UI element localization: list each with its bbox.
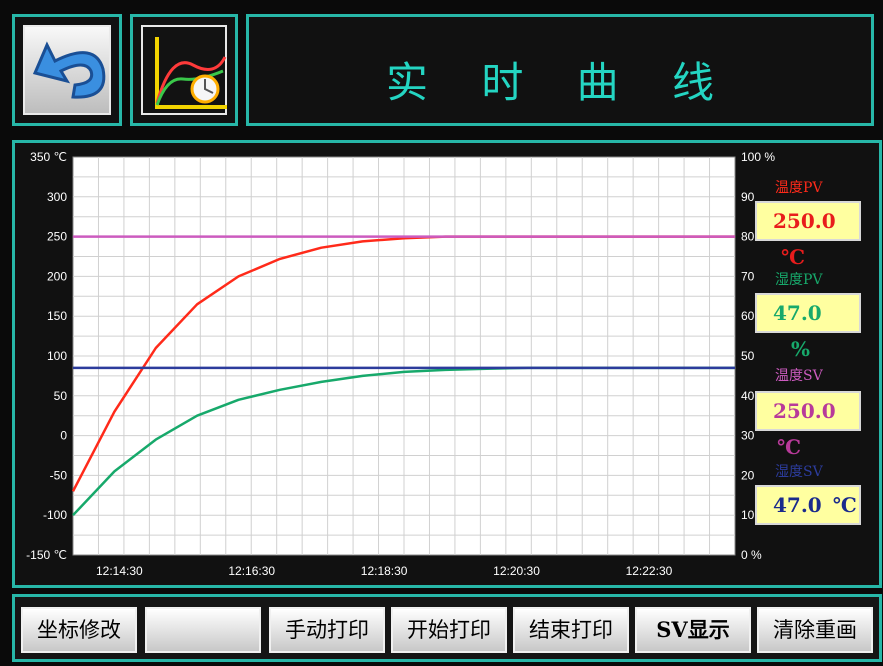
x-axis-tick-label: 12:22:30	[626, 564, 673, 578]
x-axis-tick-label: 12:16:30	[228, 564, 275, 578]
trend-button-face[interactable]	[141, 25, 227, 115]
back-button-face[interactable]	[23, 25, 111, 115]
clear-redraw-button[interactable]: 清除重画	[757, 607, 873, 653]
humid-pv-number: 47.0	[773, 301, 822, 325]
chart-panel: 350 ℃ 300 250 200 150 100 50 0 -50 -100 -150 ℃ 100 …	[12, 140, 882, 588]
blank-button[interactable]	[145, 607, 261, 653]
humid-pv-value: 47.0 %	[755, 293, 861, 361]
temp-sv-number: 250.0	[773, 399, 836, 423]
left-axis-tick-label: 300	[47, 190, 67, 204]
trend-button[interactable]	[130, 14, 238, 126]
right-axis-tick-label: 90	[741, 190, 755, 204]
sv-display-button[interactable]: SV显示	[635, 607, 751, 653]
temp-pv-unit: ℃	[781, 245, 805, 269]
right-axis-tick-label: 40	[741, 389, 755, 403]
right-axis-tick-label: 50	[741, 349, 755, 363]
left-axis-tick-label: 250	[47, 230, 67, 244]
temp-sv-value: 250.0 ℃	[755, 391, 861, 459]
temp-sv-unit: ℃	[777, 435, 801, 459]
right-axis-tick-label: 80	[741, 230, 755, 244]
back-button[interactable]	[12, 14, 122, 126]
left-axis-tick-label: 100	[47, 349, 67, 363]
temp-pv-value: 250.0 ℃	[755, 201, 861, 269]
temp-pv-number: 250.0	[773, 209, 836, 233]
right-axis-tick-label: 70	[741, 269, 755, 283]
left-axis-tick-label: -100	[43, 508, 67, 522]
right-axis-tick-label: 60	[741, 309, 755, 323]
manual-print-button[interactable]: 手动打印	[269, 607, 385, 653]
temp-pv-label: 温度PV	[775, 180, 823, 196]
function-key-bar: 坐标修改 手动打印 开始打印 结束打印 SV显示 清除重画	[12, 594, 882, 662]
right-axis-tick-label: 100 %	[741, 150, 775, 164]
humid-pv-label: 湿度PV	[775, 272, 823, 288]
humid-sv-label: 湿度SV	[775, 464, 823, 480]
left-axis-tick-label: 150	[47, 309, 67, 323]
left-axis-tick-label: 0	[60, 429, 67, 443]
x-axis-tick-label: 12:20:30	[493, 564, 540, 578]
right-axis-tick-label: 10	[741, 508, 755, 522]
start-print-button[interactable]: 开始打印	[391, 607, 507, 653]
right-axis-tick-label: 30	[741, 429, 755, 443]
left-axis-tick-label: -50	[50, 468, 68, 482]
trend-curve-icon	[155, 37, 227, 109]
left-axis-tick-label: 50	[54, 389, 68, 403]
stop-print-button[interactable]: 结束打印	[513, 607, 629, 653]
right-axis-tick-label: 20	[741, 468, 755, 482]
humid-sv-unit: ℃	[832, 493, 857, 517]
page-title: 实 时 曲 线	[385, 58, 735, 107]
left-axis-tick-label: -150 ℃	[26, 548, 67, 562]
left-axis-tick-label: 350 ℃	[30, 150, 67, 164]
x-axis-tick-label: 12:14:30	[96, 564, 143, 578]
humid-pv-unit: %	[791, 337, 811, 361]
right-axis-tick-label: 0 %	[741, 548, 762, 562]
left-axis-tick-label: 200	[47, 269, 67, 283]
humid-sv-value: 47.0 ℃	[755, 485, 861, 525]
edit-axis-button[interactable]: 坐标修改	[21, 607, 137, 653]
title-panel: 实 时 曲 线	[246, 14, 874, 126]
back-arrow-icon	[32, 41, 106, 99]
humid-sv-number: 47.0	[773, 493, 822, 517]
temp-sv-label: 温度SV	[775, 368, 823, 384]
x-axis-tick-label: 12:18:30	[361, 564, 408, 578]
